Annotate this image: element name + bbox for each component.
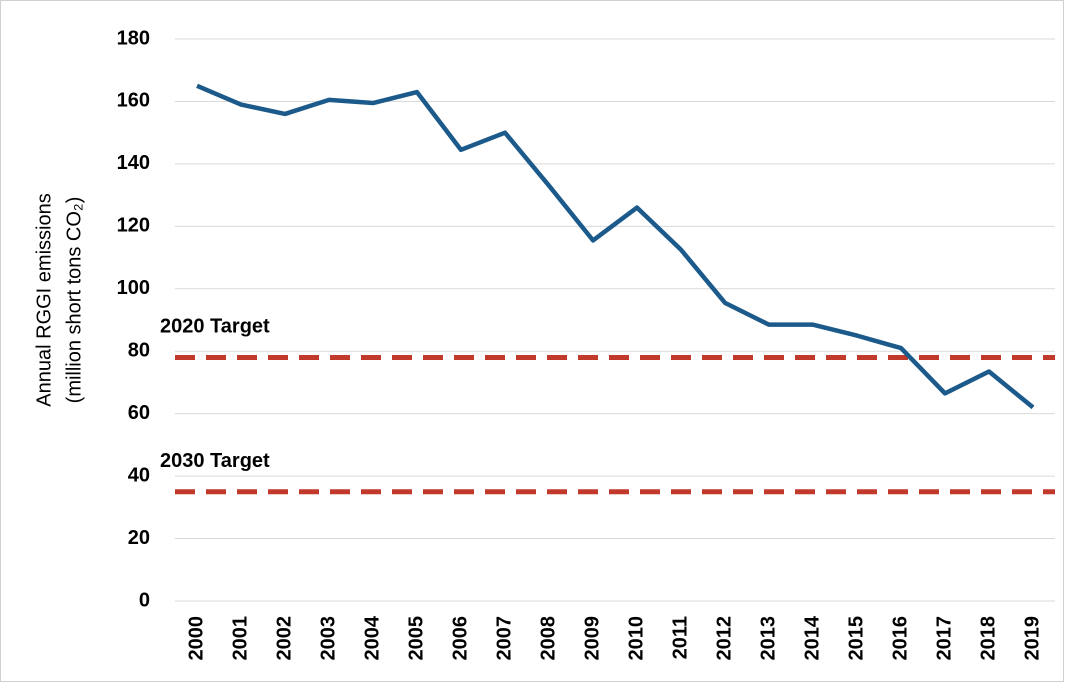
y-tick-label: 40 <box>128 464 150 486</box>
y-tick-label: 180 <box>117 27 150 49</box>
x-tick-label: 2000 <box>185 616 207 661</box>
x-tick-label: 2006 <box>449 616 471 661</box>
x-tick-label: 2002 <box>273 616 295 661</box>
x-tick-label: 2005 <box>405 616 427 661</box>
y-axis-title-line: Annual RGGI emissions <box>33 193 55 406</box>
target-label: 2030 Target <box>160 450 270 472</box>
y-tick-label: 20 <box>128 527 150 549</box>
x-tick-label: 2018 <box>977 616 999 661</box>
x-tick-label: 2015 <box>845 616 867 661</box>
y-tick-label: 160 <box>117 90 150 112</box>
x-tick-label: 2012 <box>713 616 735 661</box>
y-tick-label: 120 <box>117 215 150 237</box>
x-tick-label: 2003 <box>317 616 339 661</box>
x-tick-label: 2014 <box>801 615 823 660</box>
x-tick-label: 2017 <box>933 616 955 661</box>
data-line <box>196 83 1035 410</box>
target-label: 2020 Target <box>160 316 270 338</box>
x-tick-label: 2011 <box>669 616 691 659</box>
x-tick-label: 2004 <box>361 615 383 660</box>
x-tick-label: 2013 <box>757 616 779 661</box>
y-axis-title: Annual RGGI emissions (million short ton… <box>33 193 85 406</box>
y-tick-label: 0 <box>139 589 150 611</box>
y-tick-label: 140 <box>117 152 150 174</box>
x-tick-label: 2016 <box>889 616 911 661</box>
x-tick-label: 2010 <box>625 616 647 661</box>
x-tick-label: 2009 <box>581 616 603 661</box>
x-tick-label: 2007 <box>493 616 515 661</box>
x-tick-label: 2001 <box>229 616 251 661</box>
x-tick-label: 2008 <box>537 616 559 661</box>
y-tick-label: 60 <box>128 402 150 424</box>
y-tick-label: 80 <box>128 340 150 362</box>
y-axis-title-line: (million short tons CO₂) <box>63 197 85 404</box>
x-tick-label: 2019 <box>1021 616 1043 661</box>
y-tick-label: 100 <box>117 277 150 299</box>
